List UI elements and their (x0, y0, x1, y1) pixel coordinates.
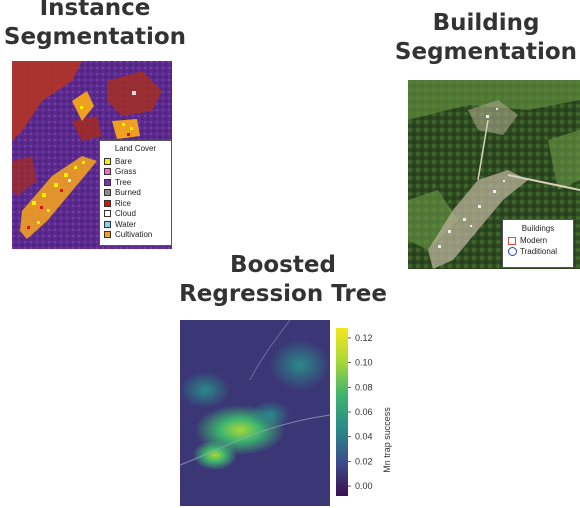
heatmap-figure: 0.12 0.10 0.08 0.06 0.04 0.02 0.00 Mn trap suc… (180, 320, 392, 506)
circle-icon (508, 247, 517, 256)
instance-segmentation-title: Instance Segmentation (0, 0, 190, 52)
legend-item-rice: Rice (100, 198, 171, 209)
legend-item-water: Water (100, 219, 171, 230)
boosted-regression-tree-title: Boosted Regression Tree (168, 251, 398, 309)
legend-swatch (104, 189, 111, 197)
square-icon (508, 236, 516, 245)
legend-item-cultivation: Cultivation (100, 230, 171, 241)
colorbar: 0.12 0.10 0.08 0.06 0.04 0.02 0.00 (336, 328, 373, 496)
legend-swatch (104, 199, 111, 207)
regression-heatmap: 0.12 0.10 0.08 0.06 0.04 0.02 0.00 Mn trap suc… (180, 320, 580, 508)
legend-title: Buildings (521, 224, 555, 233)
legend-label: Grass (115, 167, 137, 177)
heatmap-image (180, 320, 331, 506)
title-line: Instance (39, 0, 151, 21)
legend-label: Tree (115, 177, 132, 187)
colorbar-gradient (336, 328, 348, 496)
land-cover-legend: Land Cover Bare Grass Tree Burned Rice Cloud W… (99, 140, 172, 246)
buildings-legend: Buildings Modern Traditional (502, 219, 574, 268)
legend-title: Land Cover (114, 144, 157, 153)
legend-label: Rice (115, 198, 132, 208)
land-cover-map: Land Cover Bare Grass Tree Burned Rice Cloud W… (12, 61, 172, 249)
building-satellite-image: Buildings Modern Traditional (408, 80, 580, 269)
legend-item-traditional: Traditional (503, 246, 573, 257)
legend-swatch (104, 210, 111, 218)
legend-item-grass: Grass (100, 167, 171, 178)
colorbar-tick-label: 0.00 (355, 481, 373, 491)
title-line: Segmentation (3, 24, 187, 50)
legend-item-modern: Modern (503, 235, 573, 246)
legend-swatch (104, 178, 111, 186)
legend-item-bare: Bare (100, 156, 171, 167)
legend-item-cloud: Cloud (100, 209, 171, 220)
colorbar-label: Mn trap success (382, 407, 392, 473)
legend-label: Cloud (115, 209, 136, 219)
legend-label: Traditional (520, 247, 558, 256)
title-line: Boosted (230, 252, 336, 278)
title-line: Regression Tree (179, 281, 387, 307)
colorbar-tick-label: 0.06 (355, 407, 373, 417)
legend-label: Bare (115, 156, 132, 166)
legend-swatch (104, 157, 111, 165)
title-line: Building (432, 10, 540, 36)
legend-swatch (104, 168, 111, 176)
legend-item-burned: Burned (100, 188, 171, 199)
legend-label: Modern (520, 236, 548, 245)
title-line: Segmentation (394, 39, 578, 65)
legend-swatch (104, 231, 111, 239)
legend-label: Cultivation (115, 230, 153, 240)
legend-item-tree: Tree (100, 177, 171, 188)
legend-label: Burned (115, 188, 141, 198)
building-segmentation-title: Building Segmentation (392, 9, 580, 67)
colorbar-tick-label: 0.08 (355, 382, 373, 392)
colorbar-tick-label: 0.02 (355, 456, 373, 466)
colorbar-tick-label: 0.10 (355, 358, 373, 368)
legend-swatch (104, 220, 111, 228)
legend-label: Water (115, 219, 137, 229)
colorbar-tick-label: 0.04 (355, 432, 373, 442)
colorbar-tick-label: 0.12 (355, 333, 373, 343)
